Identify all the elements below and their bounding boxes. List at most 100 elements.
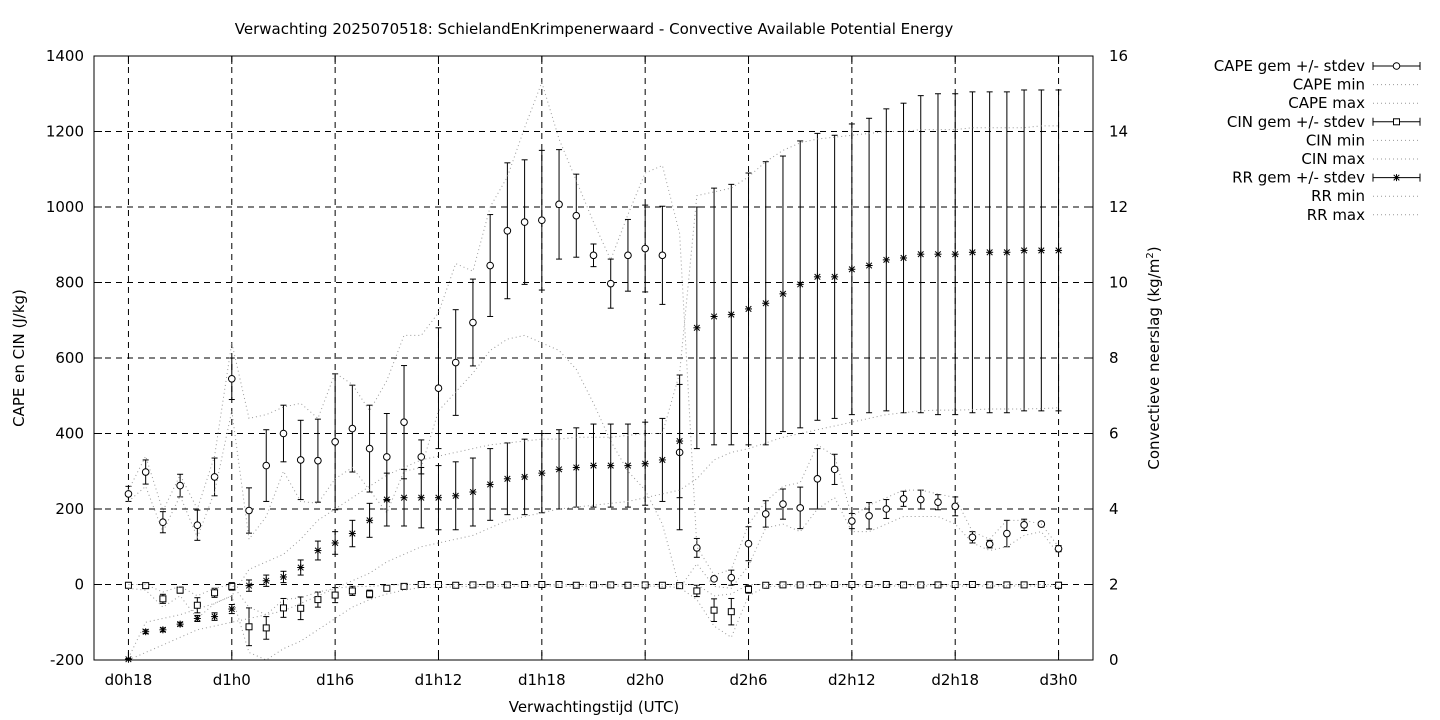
series-line — [127, 125, 1059, 659]
data-point — [951, 496, 960, 517]
data-point — [279, 404, 288, 463]
marker-circle — [451, 358, 460, 367]
data-point — [383, 584, 391, 592]
data-point — [951, 581, 959, 588]
data-point — [365, 404, 374, 493]
marker-circle — [1003, 529, 1011, 538]
marker-circle — [279, 429, 288, 438]
data-point — [262, 574, 270, 587]
marker-circle — [365, 444, 374, 453]
marker-square — [348, 587, 356, 595]
star-stroke — [900, 254, 907, 262]
marker-square — [245, 623, 253, 631]
data-point — [228, 582, 236, 591]
legend-label: CIN min — [1306, 131, 1365, 149]
marker-square — [314, 596, 322, 604]
data-point — [693, 584, 701, 598]
legend-label: CAPE min — [1293, 76, 1365, 94]
marker-star — [417, 494, 425, 502]
star-stroke — [848, 266, 856, 273]
marker-star — [607, 462, 615, 470]
marker-star — [745, 305, 753, 313]
star-stroke — [297, 564, 304, 571]
data-point — [968, 91, 976, 414]
data-point — [314, 418, 322, 503]
star-stroke — [1393, 174, 1400, 181]
series-line — [128, 583, 1059, 616]
marker-circle — [641, 244, 649, 253]
legend-item-cape-gem-stdev: CAPE gem +/- stdev — [1214, 57, 1421, 75]
marker-star — [865, 262, 873, 270]
marker-star — [503, 475, 511, 483]
marker-star — [968, 248, 976, 256]
data-point — [124, 581, 132, 589]
marker-circle — [348, 424, 357, 433]
series-cin-gem-stdev — [124, 581, 1063, 647]
marker-square — [297, 604, 305, 612]
marker-star — [1037, 246, 1045, 254]
marker-star — [521, 473, 529, 481]
star-stroke — [1020, 247, 1028, 254]
y-tick-label: 800 — [55, 274, 84, 292]
marker-square — [727, 608, 735, 616]
marker-star — [848, 265, 856, 273]
data-point — [331, 531, 339, 555]
marker-square — [262, 624, 270, 632]
data-point — [710, 575, 718, 583]
y-tick-label: 0 — [74, 576, 84, 594]
marker-circle — [555, 200, 563, 209]
marker-circle — [486, 261, 494, 270]
star-stroke — [573, 464, 580, 471]
marker-square — [865, 581, 873, 588]
marker-square — [572, 581, 580, 589]
marker-star — [727, 311, 735, 319]
data-point — [762, 581, 770, 589]
data-point — [572, 427, 580, 508]
data-point — [314, 540, 322, 561]
marker-square — [900, 581, 908, 589]
marker-square — [641, 581, 649, 589]
data-point — [831, 134, 839, 419]
star-stroke — [331, 539, 339, 547]
data-point — [503, 581, 511, 589]
data-point — [228, 604, 236, 615]
marker-star — [624, 462, 632, 470]
data-point — [762, 161, 770, 446]
marker-circle — [141, 468, 150, 476]
data-point — [469, 278, 477, 367]
data-point — [262, 429, 271, 502]
data-point — [882, 499, 891, 519]
star-stroke — [211, 613, 218, 620]
data-point — [710, 187, 718, 446]
series-line — [128, 585, 1059, 661]
data-point — [606, 258, 615, 309]
marker-circle — [1054, 544, 1063, 553]
data-point — [572, 581, 580, 589]
data-point — [917, 95, 925, 414]
marker-star — [951, 250, 959, 258]
series-line — [128, 334, 1059, 590]
data-point — [1003, 519, 1011, 548]
data-point — [572, 173, 581, 258]
marker-circle — [469, 318, 477, 327]
legend-label: RR min — [1311, 187, 1365, 205]
marker-square — [745, 585, 753, 593]
marker-circle — [538, 216, 546, 225]
data-point — [296, 419, 305, 501]
star-stroke — [555, 466, 563, 473]
marker-square — [762, 581, 770, 589]
star-stroke — [952, 251, 959, 258]
marker-circle — [606, 279, 615, 288]
star-stroke — [228, 605, 235, 613]
chart-title: Verwachting 2025070518: SchielandEnKrimp… — [235, 20, 954, 38]
marker-square — [279, 604, 287, 612]
legend-label: CAPE max — [1288, 94, 1365, 112]
data-point — [279, 597, 287, 618]
marker-circle — [296, 456, 305, 464]
data-point — [1037, 89, 1045, 412]
data-point — [245, 607, 253, 647]
y2-axis-label-sup: 2 — [1145, 252, 1156, 258]
data-point — [865, 502, 873, 530]
marker-star — [710, 312, 718, 320]
data-point — [813, 132, 821, 421]
